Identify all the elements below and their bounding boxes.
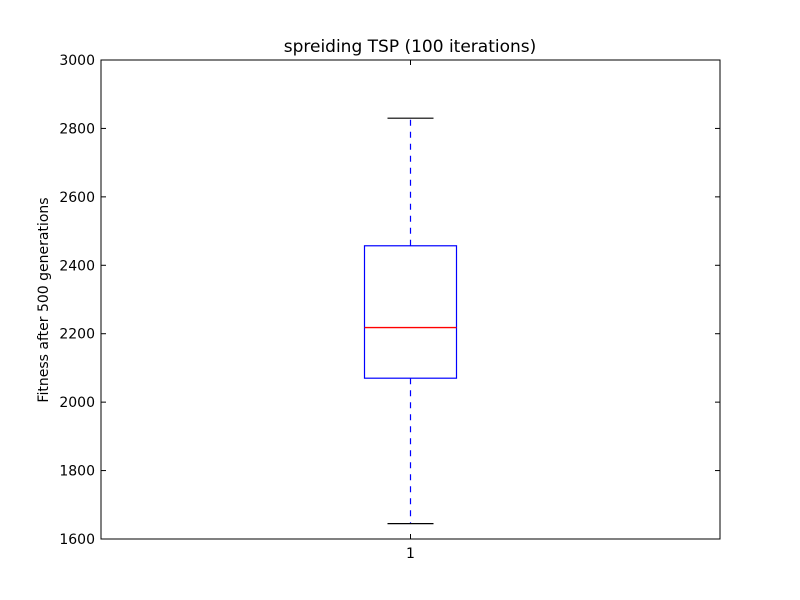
y-tick-label: 2200 <box>59 327 95 343</box>
y-tick-label: 3000 <box>59 53 95 69</box>
y-axis-label: Fitness after 500 generations <box>36 197 52 402</box>
y-tick-label: 2400 <box>59 258 95 274</box>
y-tick-label: 2000 <box>59 395 95 411</box>
x-tick-label: 1 <box>406 546 415 562</box>
chart-title: spreiding TSP (100 iterations) <box>284 37 537 57</box>
y-tick-label: 2600 <box>59 190 95 206</box>
y-tick-label: 1600 <box>59 532 95 548</box>
y-axis-ticks: 1600 1800 2000 2200 2400 2600 2800 3000 <box>59 53 720 548</box>
axes-frame <box>100 59 721 540</box>
y-tick-label: 1800 <box>59 464 95 480</box>
y-tick-label: 2800 <box>59 121 95 137</box>
x-axis-ticks: 1 <box>406 60 415 562</box>
box-plot-boxes <box>363 117 458 525</box>
interquartile-box <box>363 245 458 379</box>
